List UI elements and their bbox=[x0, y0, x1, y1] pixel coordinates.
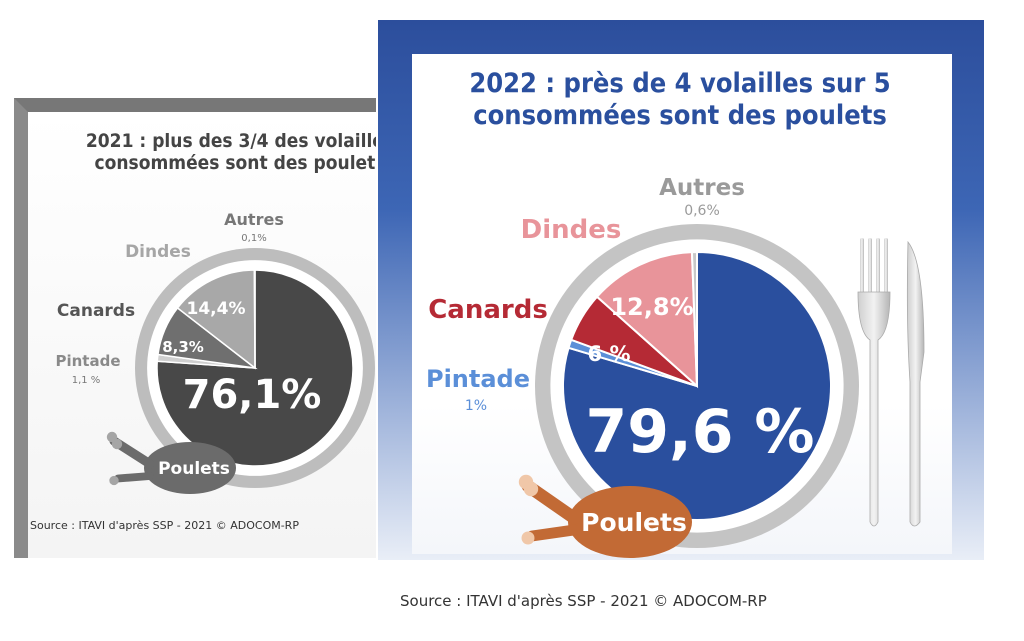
value-label-canards: 8,3% bbox=[162, 338, 204, 356]
chicken-icon bbox=[106, 431, 236, 494]
category-label-dindes: Dindes bbox=[125, 242, 191, 262]
value-label-canards: 6 % bbox=[588, 342, 631, 366]
slice-dindes bbox=[595, 251, 699, 389]
chicken-icon bbox=[518, 474, 692, 558]
value-label-pintade: 1% bbox=[465, 398, 487, 414]
value-label-autres: 0,6% bbox=[684, 203, 720, 219]
category-label-pintade: Pintade bbox=[55, 352, 120, 370]
slice-dindes bbox=[176, 269, 256, 370]
slice-autres bbox=[690, 250, 698, 387]
category-label-poulets: Poulets bbox=[581, 508, 687, 537]
value-label-dindes: 14,4% bbox=[187, 299, 246, 319]
category-label-dindes: Dindes bbox=[521, 215, 622, 245]
source-2022: Source : ITAVI d'après SSP - 2021 © ADOC… bbox=[400, 592, 767, 610]
value-label-pintade: 1,1 % bbox=[72, 375, 101, 386]
chart-title-2021: 2021 : plus des 3/4 des volailles consom… bbox=[85, 130, 395, 175]
fork-icon bbox=[857, 238, 891, 527]
category-label-autres: Autres bbox=[224, 210, 284, 229]
slice-autres bbox=[253, 269, 256, 369]
value-label-poulets: 79,6 % bbox=[585, 397, 814, 467]
value-label-poulets: 76,1% bbox=[183, 372, 322, 418]
value-label-autres: 0,1% bbox=[241, 233, 266, 244]
category-label-canards: Canards bbox=[428, 295, 548, 325]
category-label-canards: Canards bbox=[57, 301, 135, 321]
cutlery-icon bbox=[857, 238, 925, 527]
slice-poulets bbox=[156, 269, 354, 467]
knife-icon bbox=[906, 240, 925, 527]
value-label-dindes: 12,8% bbox=[610, 293, 693, 321]
chart-title-2022: 2022 : près de 4 volailles sur 5 consomm… bbox=[469, 68, 891, 131]
category-label-autres: Autres bbox=[659, 175, 745, 201]
source-2021: Source : ITAVI d'après SSP - 2021 © ADOC… bbox=[30, 519, 299, 532]
category-label-poulets: Poulets bbox=[158, 459, 230, 479]
category-label-pintade: Pintade bbox=[426, 365, 530, 393]
